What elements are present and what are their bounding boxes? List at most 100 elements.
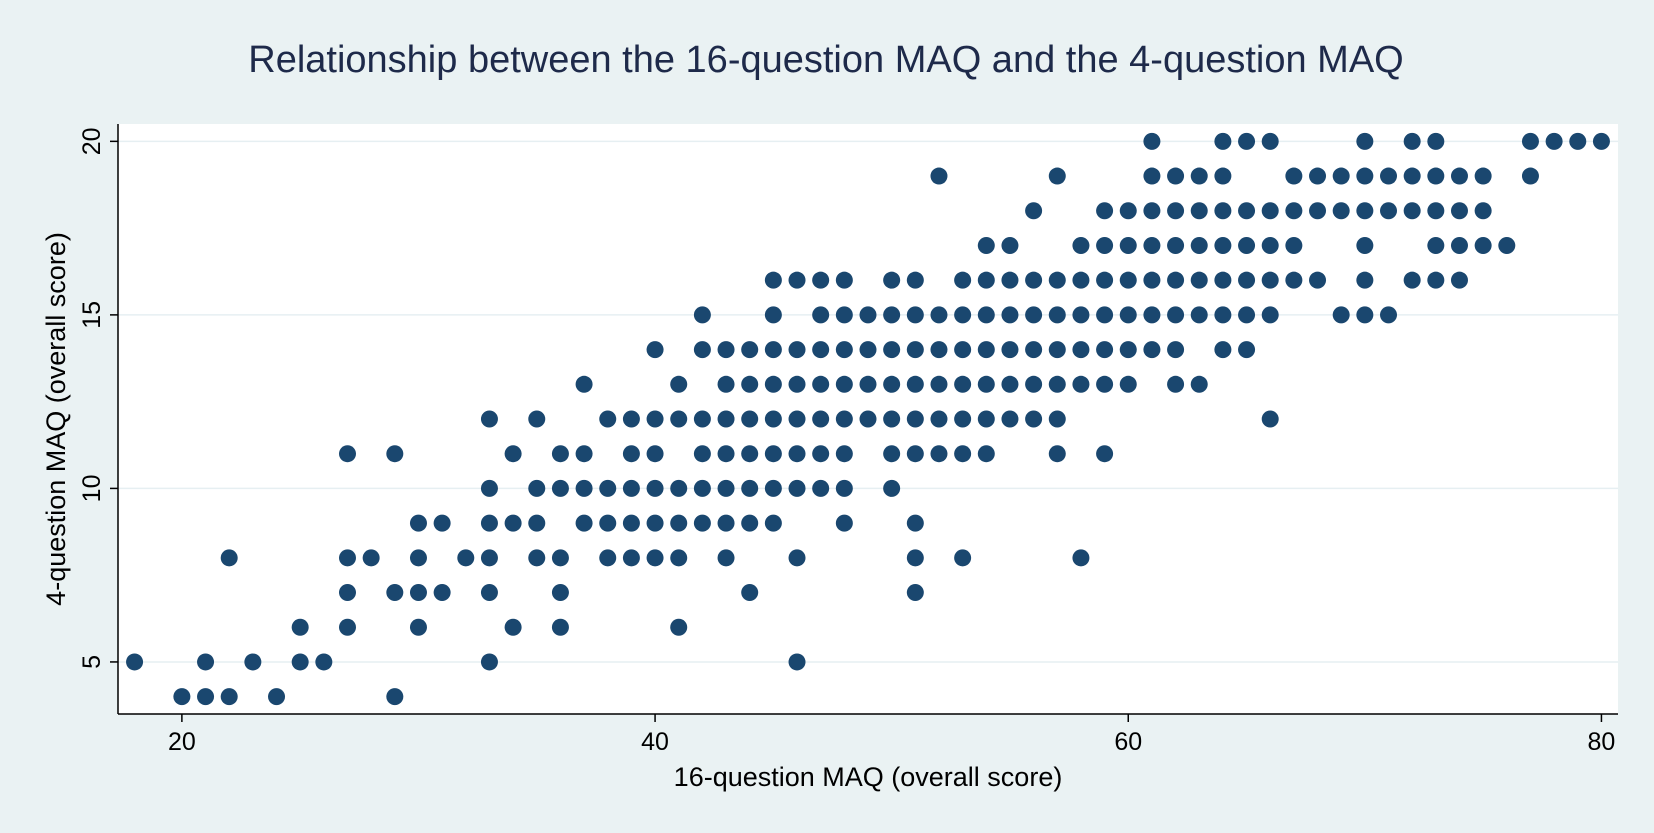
data-point <box>386 688 404 706</box>
data-point <box>1096 236 1114 254</box>
data-point <box>244 653 262 671</box>
data-point <box>622 549 640 567</box>
data-point <box>599 410 617 428</box>
data-point <box>1332 202 1350 220</box>
data-point <box>835 306 853 324</box>
data-point <box>835 445 853 463</box>
data-point <box>906 514 924 532</box>
data-point <box>1001 341 1019 359</box>
data-point <box>291 618 309 636</box>
data-point <box>646 514 664 532</box>
data-point <box>1001 375 1019 393</box>
data-point <box>1167 306 1185 324</box>
data-point <box>528 410 546 428</box>
data-point <box>1214 132 1232 150</box>
data-point <box>386 445 404 463</box>
data-point <box>812 271 830 289</box>
data-point <box>551 479 569 497</box>
x-tick-label: 20 <box>168 728 196 756</box>
data-point <box>954 410 972 428</box>
data-point <box>670 375 688 393</box>
data-point <box>1238 132 1256 150</box>
data-point <box>1190 271 1208 289</box>
data-point <box>1332 167 1350 185</box>
data-point <box>268 688 286 706</box>
data-point <box>1072 549 1090 567</box>
data-point <box>1025 271 1043 289</box>
data-point <box>883 445 901 463</box>
data-point <box>1214 271 1232 289</box>
data-point <box>764 514 782 532</box>
data-point <box>693 514 711 532</box>
data-point <box>1238 236 1256 254</box>
data-point <box>338 549 356 567</box>
data-point <box>906 549 924 567</box>
data-point <box>1190 306 1208 324</box>
data-point <box>1356 167 1374 185</box>
data-point <box>977 236 995 254</box>
data-point <box>788 375 806 393</box>
data-point <box>551 618 569 636</box>
data-point <box>338 445 356 463</box>
data-point <box>480 549 498 567</box>
data-point <box>1048 445 1066 463</box>
data-point <box>1143 132 1161 150</box>
data-point <box>1167 341 1185 359</box>
data-point <box>1190 236 1208 254</box>
data-point <box>126 653 144 671</box>
data-point <box>670 549 688 567</box>
data-point <box>717 410 735 428</box>
data-point <box>693 341 711 359</box>
data-point <box>812 341 830 359</box>
data-point <box>1450 167 1468 185</box>
data-point <box>386 584 404 602</box>
data-point <box>670 618 688 636</box>
data-point <box>1474 236 1492 254</box>
data-point <box>1309 167 1327 185</box>
data-point <box>764 445 782 463</box>
data-point <box>859 375 877 393</box>
data-point <box>741 445 759 463</box>
data-point <box>930 341 948 359</box>
data-point <box>1427 271 1445 289</box>
data-point <box>1356 271 1374 289</box>
data-point <box>1380 202 1398 220</box>
data-point <box>1309 271 1327 289</box>
data-point <box>1072 341 1090 359</box>
data-point <box>764 479 782 497</box>
data-point <box>906 445 924 463</box>
data-point <box>1048 341 1066 359</box>
data-point <box>1214 306 1232 324</box>
data-point <box>835 479 853 497</box>
data-point <box>883 410 901 428</box>
data-point <box>1261 271 1279 289</box>
data-point <box>504 514 522 532</box>
data-point <box>646 479 664 497</box>
axis-ticks: 5 10 15 20 20 40 60 80 <box>78 127 1615 756</box>
data-point <box>291 653 309 671</box>
data-point <box>977 306 995 324</box>
data-point <box>1380 167 1398 185</box>
data-point <box>1143 167 1161 185</box>
data-point <box>883 375 901 393</box>
data-point <box>835 341 853 359</box>
data-point <box>1072 306 1090 324</box>
data-point <box>1545 132 1563 150</box>
data-point <box>1238 271 1256 289</box>
y-tick-label: 15 <box>78 301 106 329</box>
data-point <box>1261 236 1279 254</box>
data-point <box>883 341 901 359</box>
data-point <box>1521 132 1539 150</box>
data-point <box>1214 236 1232 254</box>
data-point <box>1474 167 1492 185</box>
data-point <box>1119 236 1137 254</box>
data-point <box>906 410 924 428</box>
data-point <box>575 445 593 463</box>
data-point <box>551 584 569 602</box>
data-point <box>930 306 948 324</box>
data-point <box>812 445 830 463</box>
data-point <box>220 549 238 567</box>
data-point <box>1261 410 1279 428</box>
data-point <box>1001 410 1019 428</box>
